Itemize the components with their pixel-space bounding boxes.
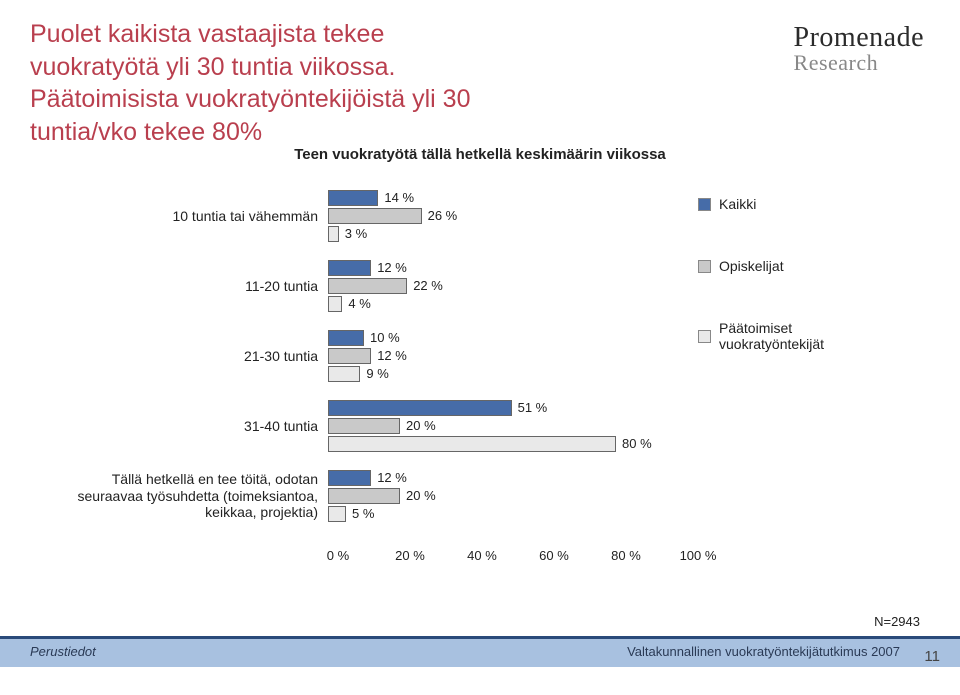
bar [328, 418, 400, 434]
bar-value-label: 9 % [366, 366, 388, 382]
axis-tick-label: 20 % [395, 548, 425, 563]
bar-value-label: 12 % [377, 348, 407, 364]
bar-value-label: 20 % [406, 488, 436, 504]
bar [328, 506, 346, 522]
footer-right: Valtakunnallinen vuokratyöntekijätutkimu… [627, 644, 900, 659]
bar [328, 208, 422, 224]
chart-area: KaikkiOpiskelijatPäätoimiset vuokratyönt… [58, 180, 898, 560]
chart-row: 21-30 tuntia 10 % 12 % 9 % [58, 330, 898, 382]
bar-value-label: 4 % [348, 296, 370, 312]
axis-tick-label: 60 % [539, 548, 569, 563]
bar [328, 330, 364, 346]
bar [328, 190, 378, 206]
bar [328, 348, 371, 364]
page: Puolet kaikista vastaajista tekee vuokra… [0, 0, 960, 695]
category-label: 10 tuntia tai vähemmän [58, 208, 328, 225]
footer-bar: Perustiedot Valtakunnallinen vuokratyönt… [0, 639, 960, 667]
axis-tick-label: 100 % [680, 548, 717, 563]
axis-tick-label: 40 % [467, 548, 497, 563]
category-label: 31-40 tuntia [58, 418, 328, 435]
bar [328, 436, 616, 452]
title-line-1: Puolet kaikista vastaajista tekee [30, 18, 550, 51]
footer-left: Perustiedot [30, 644, 96, 659]
bar-value-label: 14 % [384, 190, 414, 206]
bar [328, 470, 371, 486]
bar-value-label: 80 % [622, 436, 652, 452]
bar-value-label: 5 % [352, 506, 374, 522]
bar [328, 226, 339, 242]
x-axis: 0 %20 %40 %60 %80 %100 % [338, 540, 698, 570]
bar [328, 366, 360, 382]
logo: Promenade Research [794, 22, 924, 76]
bar [328, 260, 371, 276]
title-line-4: tuntia/vko tekee 80% [30, 116, 550, 149]
bar-value-label: 51 % [518, 400, 548, 416]
chart-title: Teen vuokratyötä tällä hetkellä keskimää… [0, 146, 960, 163]
chart-row: Tällä hetkellä en tee töitä, odotan seur… [58, 470, 898, 522]
category-label: 21-30 tuntia [58, 348, 328, 365]
bar-group: 14 % 26 % 3 % [328, 190, 688, 242]
bar-value-label: 12 % [377, 260, 407, 276]
n-label: N=2943 [874, 614, 920, 629]
bar-value-label: 26 % [428, 208, 458, 224]
bar-group: 51 % 20 % 80 % [328, 400, 688, 452]
title-line-2: vuokratyötä yli 30 tuntia viikossa. [30, 51, 550, 84]
bar-value-label: 3 % [345, 226, 367, 242]
chart-row: 11-20 tuntia 12 % 22 % 4 % [58, 260, 898, 312]
category-label: 11-20 tuntia [58, 278, 328, 295]
bar [328, 296, 342, 312]
axis-tick-label: 0 % [327, 548, 349, 563]
bar [328, 488, 400, 504]
bar-value-label: 10 % [370, 330, 400, 346]
bar-group: 12 % 22 % 4 % [328, 260, 688, 312]
bar-value-label: 12 % [377, 470, 407, 486]
bar-value-label: 20 % [406, 418, 436, 434]
bar-value-label: 22 % [413, 278, 443, 294]
category-label: Tällä hetkellä en tee töitä, odotan seur… [58, 471, 328, 521]
chart-row: 10 tuntia tai vähemmän 14 % 26 % 3 % [58, 190, 898, 242]
chart-row: 31-40 tuntia 51 % 20 % 80 % [58, 400, 898, 452]
bar-group: 10 % 12 % 9 % [328, 330, 688, 382]
title-block: Puolet kaikista vastaajista tekee vuokra… [30, 18, 550, 148]
bar [328, 400, 512, 416]
bar-group: 12 % 20 % 5 % [328, 470, 688, 522]
page-number: 11 [924, 648, 940, 665]
title-line-3: Päätoimisista vuokratyöntekijöistä yli 3… [30, 83, 550, 116]
bar [328, 278, 407, 294]
axis-tick-label: 80 % [611, 548, 641, 563]
